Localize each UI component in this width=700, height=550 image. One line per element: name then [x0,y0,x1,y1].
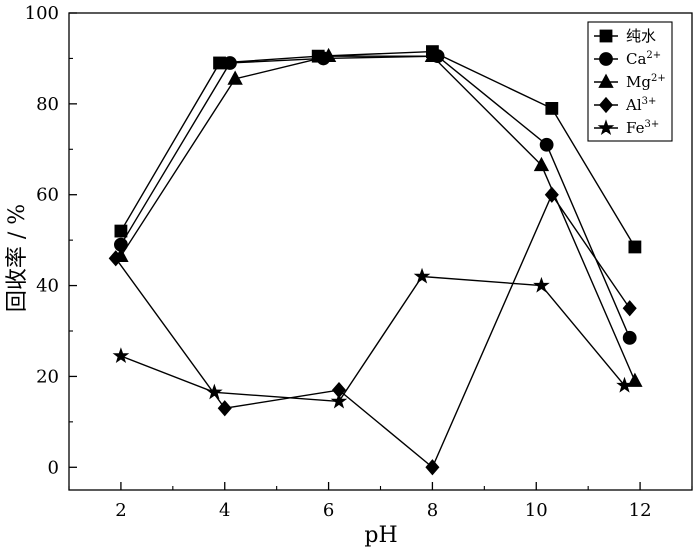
data-point [227,70,243,85]
data-point [425,459,440,476]
data-point [533,156,550,172]
y-tick-label: 80 [36,94,59,115]
x-tick-label: 4 [219,500,230,521]
data-point [544,186,559,203]
y-tick-label: 60 [36,185,59,206]
y-axis-title: 回收率 / % [5,204,30,312]
data-point [533,276,550,293]
data-point [320,47,337,63]
data-point [539,137,554,152]
series-layer [108,45,643,476]
x-tick-label: 12 [629,500,652,521]
series-5 [112,267,633,409]
data-point [622,330,637,345]
y-tick-label: 0 [48,457,59,478]
legend-marker [599,52,613,66]
legend-item: 纯水 [594,27,656,45]
x-tick-label: 8 [427,500,438,521]
series-4 [108,186,637,476]
legend-marker [598,96,614,114]
x-tick-label: 6 [323,500,334,521]
x-tick-label: 2 [115,500,126,521]
data-point [424,47,441,63]
data-point [112,347,130,364]
y-tick-label: 100 [25,3,59,24]
data-point [413,267,431,284]
data-point [114,224,128,238]
legend-marker [597,119,615,136]
y-tick-label: 20 [36,366,59,387]
data-point [223,56,237,70]
data-point [206,383,223,400]
data-point [217,400,232,417]
legend-label: 纯水 [626,27,656,45]
series-line [120,55,631,339]
y-tick-label: 40 [36,276,59,297]
data-point [545,102,559,115]
series-line [115,193,631,469]
data-point [330,392,348,409]
x-axis-title: pH [364,523,397,548]
data-point [616,376,633,393]
x-tick-label: 10 [525,500,548,521]
series-1 [114,45,642,254]
series-2 [114,49,637,345]
data-point [108,250,123,267]
legend-marker [599,29,613,43]
data-point [622,300,637,317]
series-line [120,275,626,403]
axes: 2 4 6 8 10 12 0 20 40 60 80 100 [25,3,693,521]
series-line [120,50,636,248]
series-3 [113,47,643,387]
data-point [628,240,642,254]
legend-marker [598,73,614,88]
